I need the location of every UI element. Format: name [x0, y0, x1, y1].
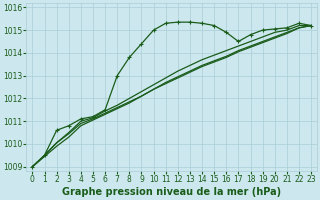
X-axis label: Graphe pression niveau de la mer (hPa): Graphe pression niveau de la mer (hPa) [62, 187, 281, 197]
